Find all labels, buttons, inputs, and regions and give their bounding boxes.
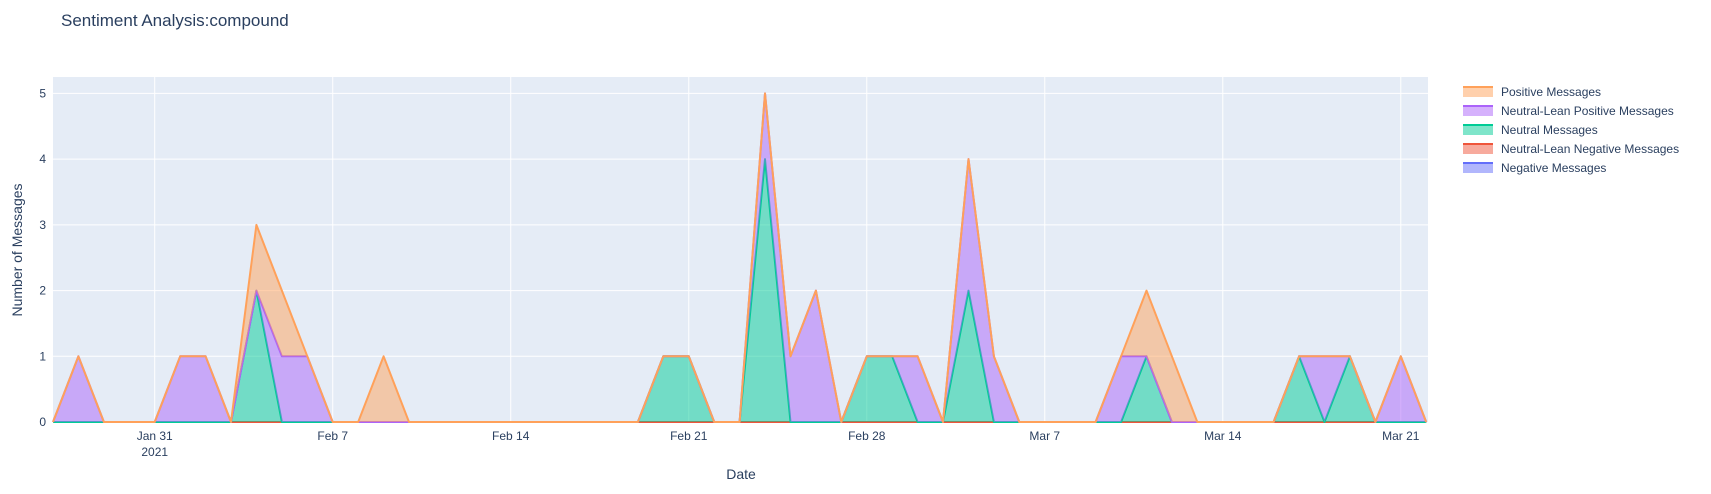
y-tick-label: 4 — [39, 152, 46, 166]
x-tick-sublabel: 2021 — [141, 445, 168, 459]
legend-swatch — [1463, 125, 1493, 135]
plot-area: 0 1 2 3 4 5 Jan 31 2021 Feb 7 Feb 14 Feb 21 Feb 28 M… — [39, 77, 1428, 459]
x-tick-label: Feb 28 — [848, 429, 886, 443]
legend-item-negative-messages[interactable]: Negative Messages — [1463, 161, 1606, 175]
y-tick-label: 3 — [39, 218, 46, 232]
legend-swatch — [1463, 163, 1493, 173]
legend-swatch — [1463, 144, 1493, 154]
legend-item-positive-messages[interactable]: Positive Messages — [1463, 85, 1601, 99]
legend-label: Neutral-Lean Positive Messages — [1501, 104, 1674, 118]
legend-label: Positive Messages — [1501, 85, 1601, 99]
legend-label: Neutral Messages — [1501, 123, 1598, 137]
x-tick-label: Feb 14 — [492, 429, 530, 443]
x-tick-label: Feb 21 — [670, 429, 708, 443]
legend-label: Neutral-Lean Negative Messages — [1501, 142, 1679, 156]
y-tick-label: 1 — [39, 349, 46, 363]
legend-swatch — [1463, 106, 1493, 116]
legend-item-neutral-messages[interactable]: Neutral Messages — [1463, 123, 1598, 137]
chart-title: Sentiment Analysis:compound — [61, 11, 289, 30]
y-tick-label: 2 — [39, 284, 46, 298]
legend[interactable]: Positive Messages Neutral-Lean Positive M… — [1463, 85, 1679, 175]
legend-label: Negative Messages — [1501, 161, 1606, 175]
x-axis-title: Date — [726, 466, 756, 482]
y-tick-label: 0 — [39, 415, 46, 429]
legend-item-neutral-lean-negative-messages[interactable]: Neutral-Lean Negative Messages — [1463, 142, 1679, 156]
legend-item-neutral-lean-positive-messages[interactable]: Neutral-Lean Positive Messages — [1463, 104, 1674, 118]
y-tick-label: 5 — [39, 86, 46, 100]
y-axis-title: Number of Messages — [9, 183, 25, 316]
x-tick-label: Feb 7 — [317, 429, 348, 443]
x-tick-label: Jan 31 — [137, 429, 173, 443]
legend-swatch — [1463, 87, 1493, 97]
x-tick-label: Mar 21 — [1382, 429, 1420, 443]
x-tick-label: Mar 7 — [1029, 429, 1060, 443]
x-tick-label: Mar 14 — [1204, 429, 1242, 443]
